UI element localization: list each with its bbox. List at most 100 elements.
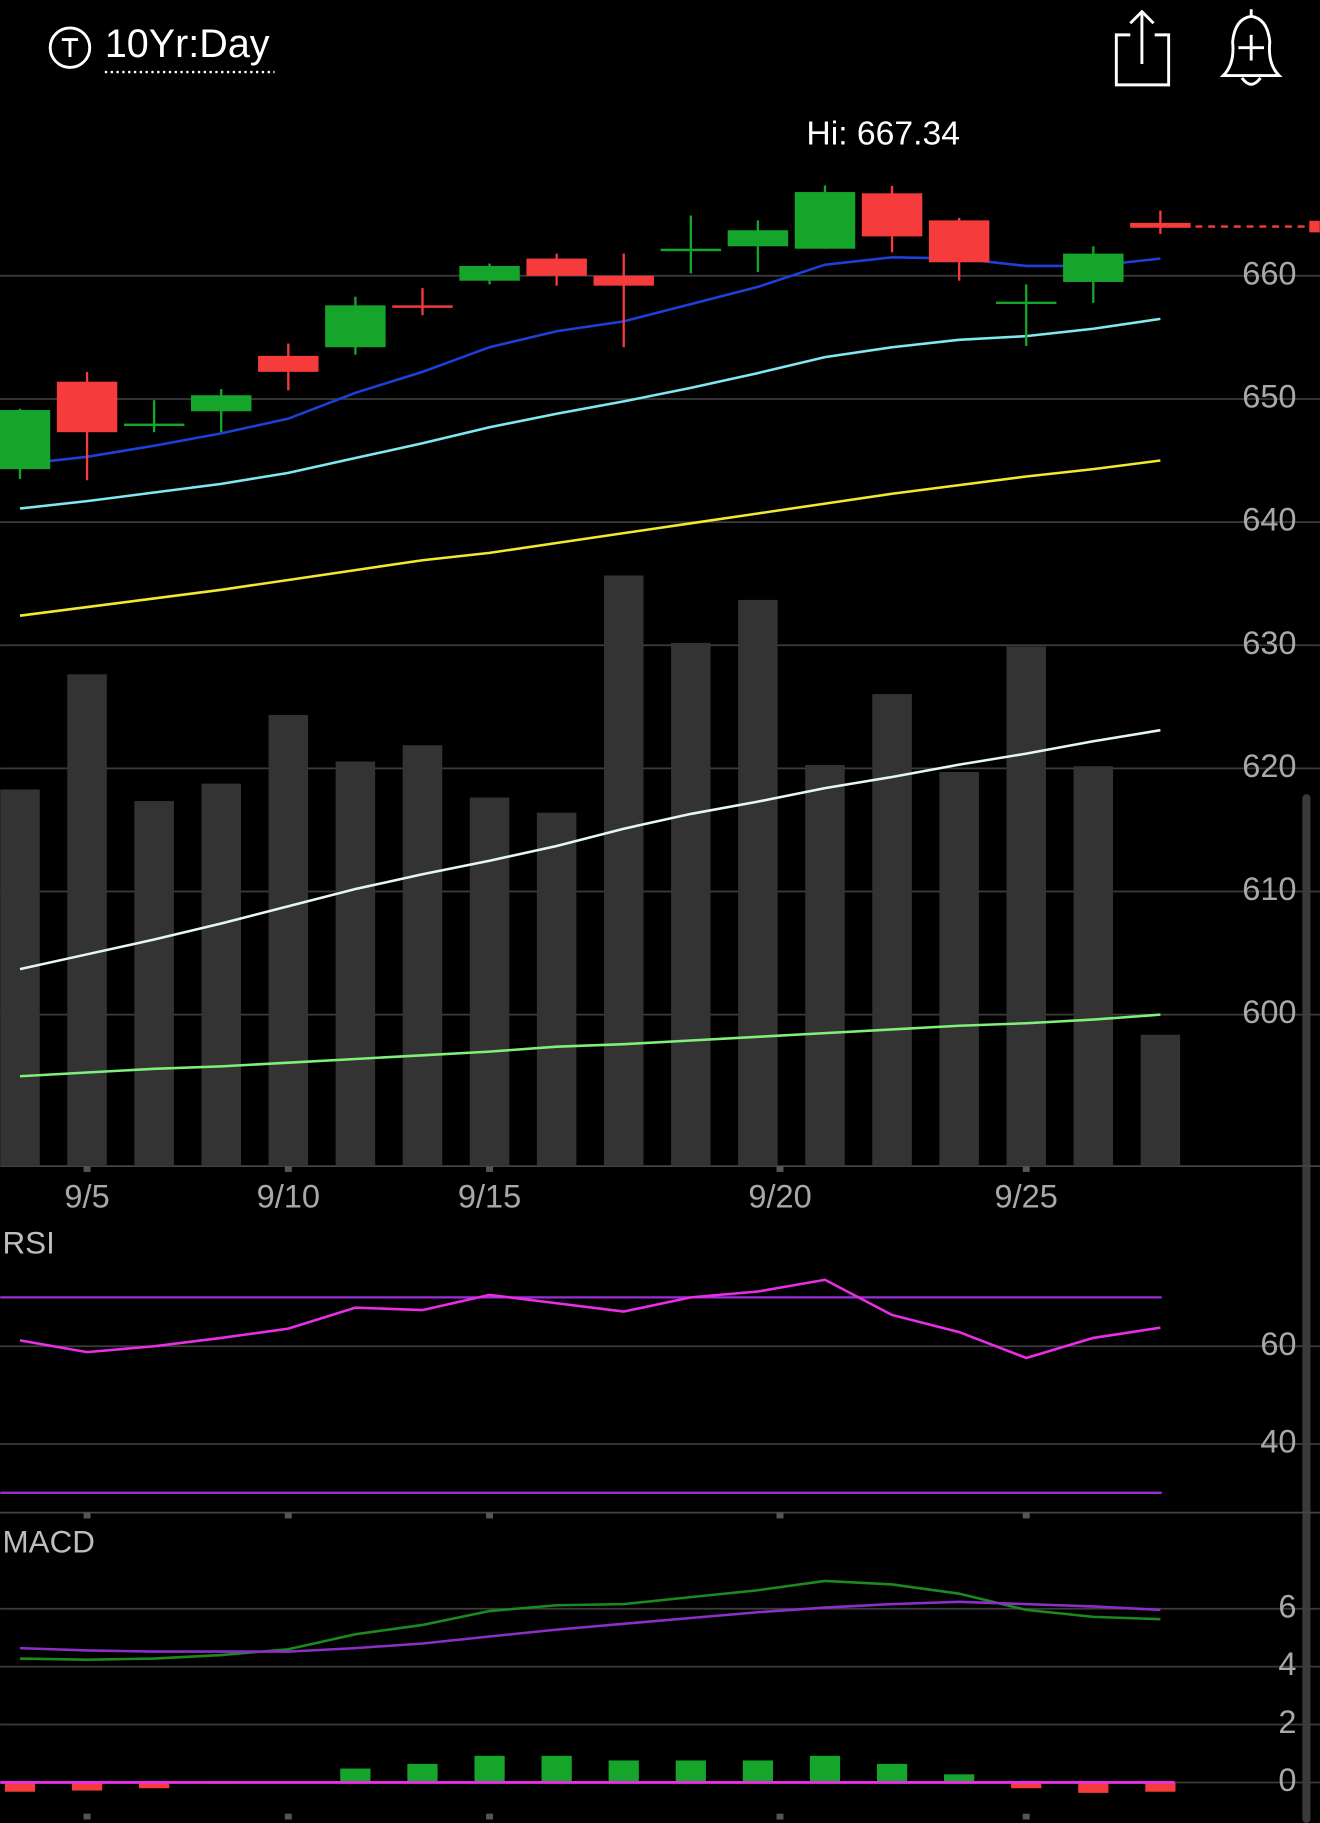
candle-body: [593, 275, 654, 286]
x-tick-mark: [776, 1813, 784, 1820]
x-tick-mark: [486, 1166, 494, 1172]
bell-clapper: [1240, 76, 1262, 86]
x-tick-label: 9/25: [995, 1178, 1058, 1214]
candle-body: [727, 230, 789, 247]
volume-bar: [268, 715, 309, 1167]
volume-bar: [201, 783, 241, 1167]
scrollbar[interactable]: [1302, 794, 1311, 1823]
moving-average: [19, 459, 1161, 617]
candle-body: [0, 410, 51, 470]
candle-body: [190, 395, 252, 412]
candle-body: [995, 301, 1057, 304]
histogram-bar: [675, 1760, 706, 1783]
alert-button[interactable]: [1219, 9, 1283, 86]
histogram-bar: [407, 1763, 438, 1783]
volume-bar: [1140, 1034, 1181, 1167]
y-tick-label: 660: [1242, 255, 1296, 291]
y-tick-label: 2: [1278, 1704, 1296, 1740]
y-tick-label: 600: [1242, 994, 1296, 1030]
x-tick-mark: [284, 1166, 292, 1172]
header-title[interactable]: 10Yr:Day: [105, 22, 270, 66]
volume-bar: [1073, 766, 1114, 1167]
x-tick-mark: [1022, 1512, 1030, 1519]
histogram-bar: [1011, 1782, 1042, 1789]
candle-body: [459, 265, 520, 281]
x-tick-mark: [486, 1512, 494, 1519]
histogram-bar: [340, 1768, 371, 1783]
ticker-icon[interactable]: [48, 26, 92, 69]
x-tick-mark: [83, 1166, 91, 1172]
volume-bar: [603, 575, 644, 1167]
volume-bar: [402, 745, 443, 1167]
volume-bar: [671, 642, 711, 1167]
moving-average: [19, 317, 1161, 510]
candle-body: [325, 305, 386, 348]
icon-t: [61, 38, 79, 57]
x-tick-mark: [284, 1813, 292, 1820]
x-tick-mark: [486, 1813, 494, 1820]
y-tick-label: 40: [1260, 1424, 1296, 1460]
histogram-bar: [474, 1755, 505, 1783]
histogram-bar: [4, 1782, 36, 1792]
candle-body: [123, 423, 185, 427]
y-tick-label: 6: [1278, 1588, 1296, 1624]
moving-average: [19, 728, 1161, 971]
share-arrow: [1129, 9, 1155, 64]
x-tick-mark: [1022, 1813, 1030, 1820]
candle-body: [1130, 222, 1191, 228]
histogram-bar: [71, 1782, 103, 1791]
candle-body: [392, 305, 453, 308]
share-box: [1114, 33, 1171, 87]
macd-line: [19, 1579, 1161, 1661]
histogram-bar: [809, 1755, 841, 1783]
moving-average: [19, 1013, 1161, 1078]
x-tick-mark: [776, 1512, 784, 1519]
histogram-bar: [742, 1760, 774, 1783]
x-tick-label: 9/20: [748, 1178, 811, 1214]
x-tick-mark: [83, 1512, 91, 1519]
volume-bar: [1006, 646, 1046, 1167]
candle-body: [56, 381, 118, 433]
volume-bar: [335, 761, 376, 1167]
histogram-bar: [139, 1782, 170, 1789]
volume-bar: [67, 674, 107, 1167]
candle-body: [660, 248, 722, 252]
share-button[interactable]: [1114, 9, 1171, 87]
y-tick-label: 630: [1242, 625, 1296, 661]
y-tick-label: 650: [1242, 379, 1296, 415]
x-tick-label: 9/5: [64, 1178, 109, 1214]
histogram-bar: [1145, 1782, 1176, 1792]
x-tick-mark: [83, 1813, 91, 1820]
volume-bar: [939, 771, 979, 1167]
volume-bar: [872, 694, 912, 1167]
histogram-bar: [1078, 1782, 1109, 1793]
volume-bar: [805, 765, 845, 1167]
y-tick-label: 0: [1278, 1762, 1296, 1798]
rsi-title: RSI: [3, 1225, 55, 1260]
y-tick-label: 640: [1242, 502, 1296, 538]
histogram-bar: [876, 1763, 908, 1783]
volume-bar: [738, 599, 778, 1167]
x-tick-label: 9/10: [257, 1178, 320, 1214]
x-tick-mark: [776, 1166, 784, 1172]
x-tick-mark: [284, 1512, 292, 1519]
candle-body: [526, 258, 587, 276]
volume-bar: [134, 801, 174, 1167]
bell-plus: [1238, 9, 1264, 61]
macd-line: [19, 1600, 1161, 1653]
x-tick-label: 9/15: [458, 1178, 521, 1214]
macd-title: MACD: [3, 1524, 95, 1559]
icon-circle: [48, 26, 92, 69]
histogram-bar: [944, 1774, 975, 1783]
last-price-marker: [1309, 220, 1320, 233]
candle-body: [928, 220, 990, 263]
y-tick-label: 620: [1242, 748, 1296, 784]
histogram-bar: [608, 1760, 639, 1783]
y-tick-label: 4: [1278, 1646, 1296, 1682]
candle-body: [1063, 253, 1124, 282]
rsi-line: [19, 1278, 1161, 1360]
y-tick-label: 610: [1242, 871, 1296, 907]
candle-body: [794, 192, 856, 249]
